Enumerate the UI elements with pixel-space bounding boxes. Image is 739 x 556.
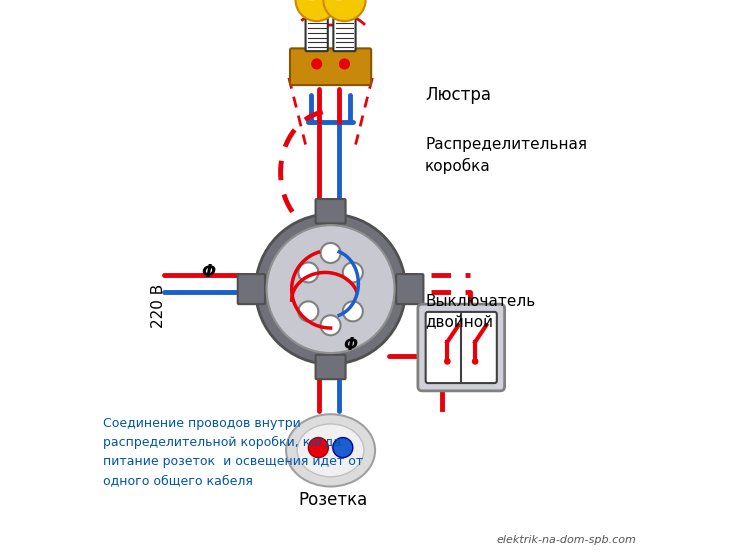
FancyBboxPatch shape: [290, 48, 371, 85]
FancyBboxPatch shape: [305, 18, 328, 51]
Circle shape: [343, 301, 363, 321]
Circle shape: [333, 438, 353, 458]
Circle shape: [333, 0, 346, 1]
Text: Распределительная
коробка: Распределительная коробка: [425, 137, 587, 174]
FancyBboxPatch shape: [396, 274, 423, 304]
FancyBboxPatch shape: [426, 312, 497, 383]
FancyBboxPatch shape: [418, 304, 505, 391]
Circle shape: [296, 0, 338, 21]
Ellipse shape: [297, 424, 364, 477]
Text: elektrik-na-dom-spb.com: elektrik-na-dom-spb.com: [497, 535, 636, 545]
Text: 220 В: 220 В: [151, 284, 166, 328]
Circle shape: [324, 0, 366, 21]
Circle shape: [343, 262, 363, 282]
Circle shape: [339, 58, 350, 70]
Circle shape: [321, 243, 341, 263]
Circle shape: [444, 358, 451, 365]
FancyBboxPatch shape: [316, 199, 346, 224]
Circle shape: [471, 358, 478, 365]
Circle shape: [304, 0, 318, 1]
FancyBboxPatch shape: [333, 18, 355, 51]
Circle shape: [256, 214, 406, 364]
Text: Розетка: Розетка: [299, 492, 368, 509]
Text: Соединение проводов внутри
распределительной коробки, когда
питание розеток  и о: Соединение проводов внутри распределител…: [103, 417, 363, 487]
Circle shape: [311, 58, 322, 70]
Text: Выключатель
двойной: Выключатель двойной: [425, 294, 535, 329]
Circle shape: [321, 315, 341, 335]
Ellipse shape: [286, 414, 375, 486]
Circle shape: [299, 301, 319, 321]
Circle shape: [267, 225, 395, 353]
Text: Φ: Φ: [201, 264, 215, 281]
Text: Φ: Φ: [343, 336, 357, 354]
Circle shape: [308, 438, 328, 458]
FancyBboxPatch shape: [316, 355, 346, 379]
Text: Люстра: Люстра: [425, 86, 491, 103]
FancyBboxPatch shape: [238, 274, 265, 304]
Circle shape: [299, 262, 319, 282]
